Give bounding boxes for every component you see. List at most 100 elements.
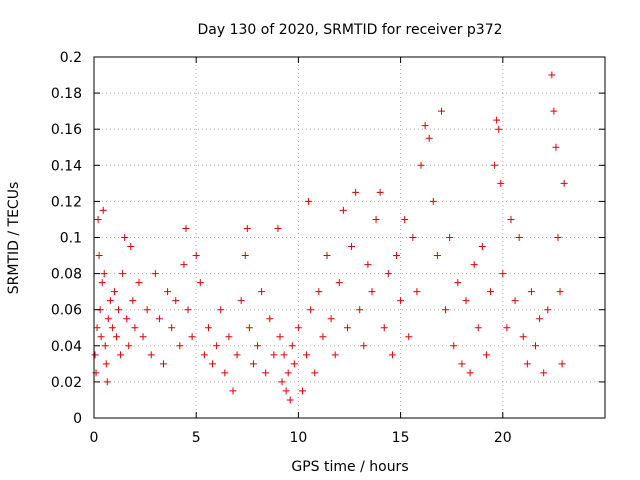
data-point (284, 369, 292, 377)
data-point (372, 215, 380, 223)
data-point (280, 351, 288, 359)
data-point (315, 288, 323, 296)
data-point (241, 252, 249, 260)
data-point (125, 342, 133, 350)
data-point (343, 324, 351, 332)
data-point (307, 306, 315, 314)
data-point (311, 369, 319, 377)
x-tick-label: 5 (192, 430, 201, 446)
data-point (99, 206, 107, 214)
data-point (405, 333, 413, 341)
data-point (282, 387, 290, 395)
data-point (515, 234, 523, 241)
data-point (121, 234, 129, 241)
data-point (245, 324, 253, 332)
data-point (380, 324, 388, 332)
data-point (101, 342, 109, 350)
data-point (417, 161, 425, 169)
data-point (519, 333, 527, 341)
data-point (290, 360, 298, 368)
x-axis-ticks: 0 5 10 15 20 (90, 57, 512, 446)
data-point (103, 378, 111, 386)
data-point (110, 288, 118, 296)
data-point (487, 288, 495, 296)
data-point (556, 288, 564, 296)
y-axis-ticks: 0 0.02 0.04 0.06 0.08 0.1 0.12 0.14 0.16 0.18 0.2 (51, 50, 605, 427)
data-point (491, 161, 499, 169)
data-point (106, 297, 114, 305)
x-tick-label: 0 (90, 430, 99, 446)
data-point (168, 324, 176, 332)
data-point (112, 333, 120, 341)
data-point (184, 306, 192, 314)
data-point (507, 215, 515, 223)
data-point (139, 333, 147, 341)
data-point (229, 387, 237, 395)
data-point (339, 206, 347, 214)
data-point (470, 261, 478, 269)
data-point (450, 342, 458, 350)
data-point (527, 288, 535, 296)
data-point (196, 279, 204, 287)
chart-title: Day 130 of 2020, SRMTID for receiver p37… (197, 22, 502, 38)
data-point (437, 107, 445, 115)
data-point (540, 369, 548, 377)
data-point (388, 351, 396, 359)
y-tick-label: 0.2 (60, 50, 82, 66)
data-point (446, 234, 454, 241)
data-point (364, 261, 372, 269)
data-point (115, 306, 123, 314)
data-point (331, 351, 339, 359)
y-tick-label: 0.18 (51, 86, 82, 102)
data-point (401, 215, 409, 223)
data-point (237, 297, 245, 305)
data-point (294, 324, 302, 332)
data-point (254, 342, 262, 350)
data-point (560, 179, 568, 187)
data-point (368, 288, 376, 296)
data-point (497, 179, 505, 187)
data-point (192, 252, 200, 260)
data-point (335, 279, 343, 287)
data-point (155, 315, 163, 323)
data-point (348, 243, 356, 251)
data-point (180, 261, 188, 269)
data-point (143, 306, 151, 314)
data-point (433, 252, 441, 260)
grid-lines (94, 57, 605, 418)
data-point (93, 324, 101, 332)
data-point (409, 234, 417, 241)
data-point (119, 270, 127, 278)
data-point (159, 360, 167, 368)
data-point (466, 369, 474, 377)
data-point (286, 396, 294, 404)
data-point (209, 360, 217, 368)
data-point (117, 351, 125, 359)
y-tick-label: 0.14 (51, 158, 82, 174)
data-point (176, 342, 184, 350)
data-point (393, 252, 401, 260)
data-point (213, 342, 221, 350)
data-point (554, 234, 562, 241)
data-point (523, 360, 531, 368)
data-point (100, 270, 108, 278)
data-point (151, 270, 159, 278)
data-point (548, 71, 556, 79)
data-points (91, 71, 568, 404)
data-point (131, 324, 139, 332)
data-point (458, 360, 466, 368)
data-point (270, 351, 278, 359)
x-tick-label: 20 (494, 430, 512, 446)
y-tick-label: 0.08 (51, 267, 82, 283)
data-point (544, 306, 552, 314)
data-point (532, 342, 540, 350)
data-point (413, 288, 421, 296)
data-point (478, 243, 486, 251)
data-point (97, 333, 105, 341)
x-tick-label: 15 (392, 430, 410, 446)
data-point (552, 143, 560, 151)
data-point (425, 134, 433, 142)
data-point (429, 197, 437, 205)
y-tick-label: 0.12 (51, 194, 82, 210)
data-point (217, 306, 225, 314)
